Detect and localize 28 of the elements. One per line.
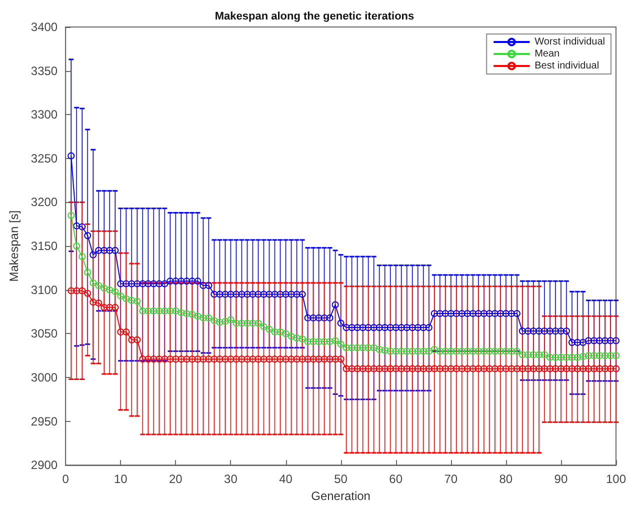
x-tick-label: 40 xyxy=(279,472,293,486)
x-tick-label: 50 xyxy=(334,472,348,486)
x-tick-label: 30 xyxy=(224,472,238,486)
x-axis-title: Generation xyxy=(311,489,370,503)
y-tick-label: 3050 xyxy=(30,326,58,341)
y-tick-label: 3100 xyxy=(30,282,58,297)
legend-label: Mean xyxy=(534,48,560,60)
x-tick-label: 60 xyxy=(389,472,403,486)
y-tick-label: 3000 xyxy=(30,370,58,384)
legend-label: Best individual xyxy=(534,60,600,72)
x-tick-label: 100 xyxy=(606,472,626,486)
y-tick-label: 2950 xyxy=(30,414,58,428)
y-tick-label: 3400 xyxy=(30,20,58,34)
chart-title: Makespan along the genetic iterations xyxy=(214,10,414,22)
x-tick-label: 0 xyxy=(62,472,70,486)
y-tick-label: 3150 xyxy=(30,239,58,254)
y-tick-label: 3350 xyxy=(30,64,58,78)
x-tick-label: 70 xyxy=(444,472,458,486)
y-tick-label: 2900 xyxy=(30,458,58,472)
y-tick-label: 3200 xyxy=(30,195,58,210)
y-axis-title: Makespan [s] xyxy=(7,210,21,282)
y-tick-label: 3250 xyxy=(30,151,58,166)
x-tick-label: 10 xyxy=(114,472,128,486)
x-tick-label: 20 xyxy=(168,472,183,486)
y-tick-label: 3300 xyxy=(30,108,58,122)
x-tick-label: 80 xyxy=(499,472,513,486)
x-tick-label: 90 xyxy=(554,472,568,486)
legend-label: Worst individual xyxy=(534,36,606,48)
